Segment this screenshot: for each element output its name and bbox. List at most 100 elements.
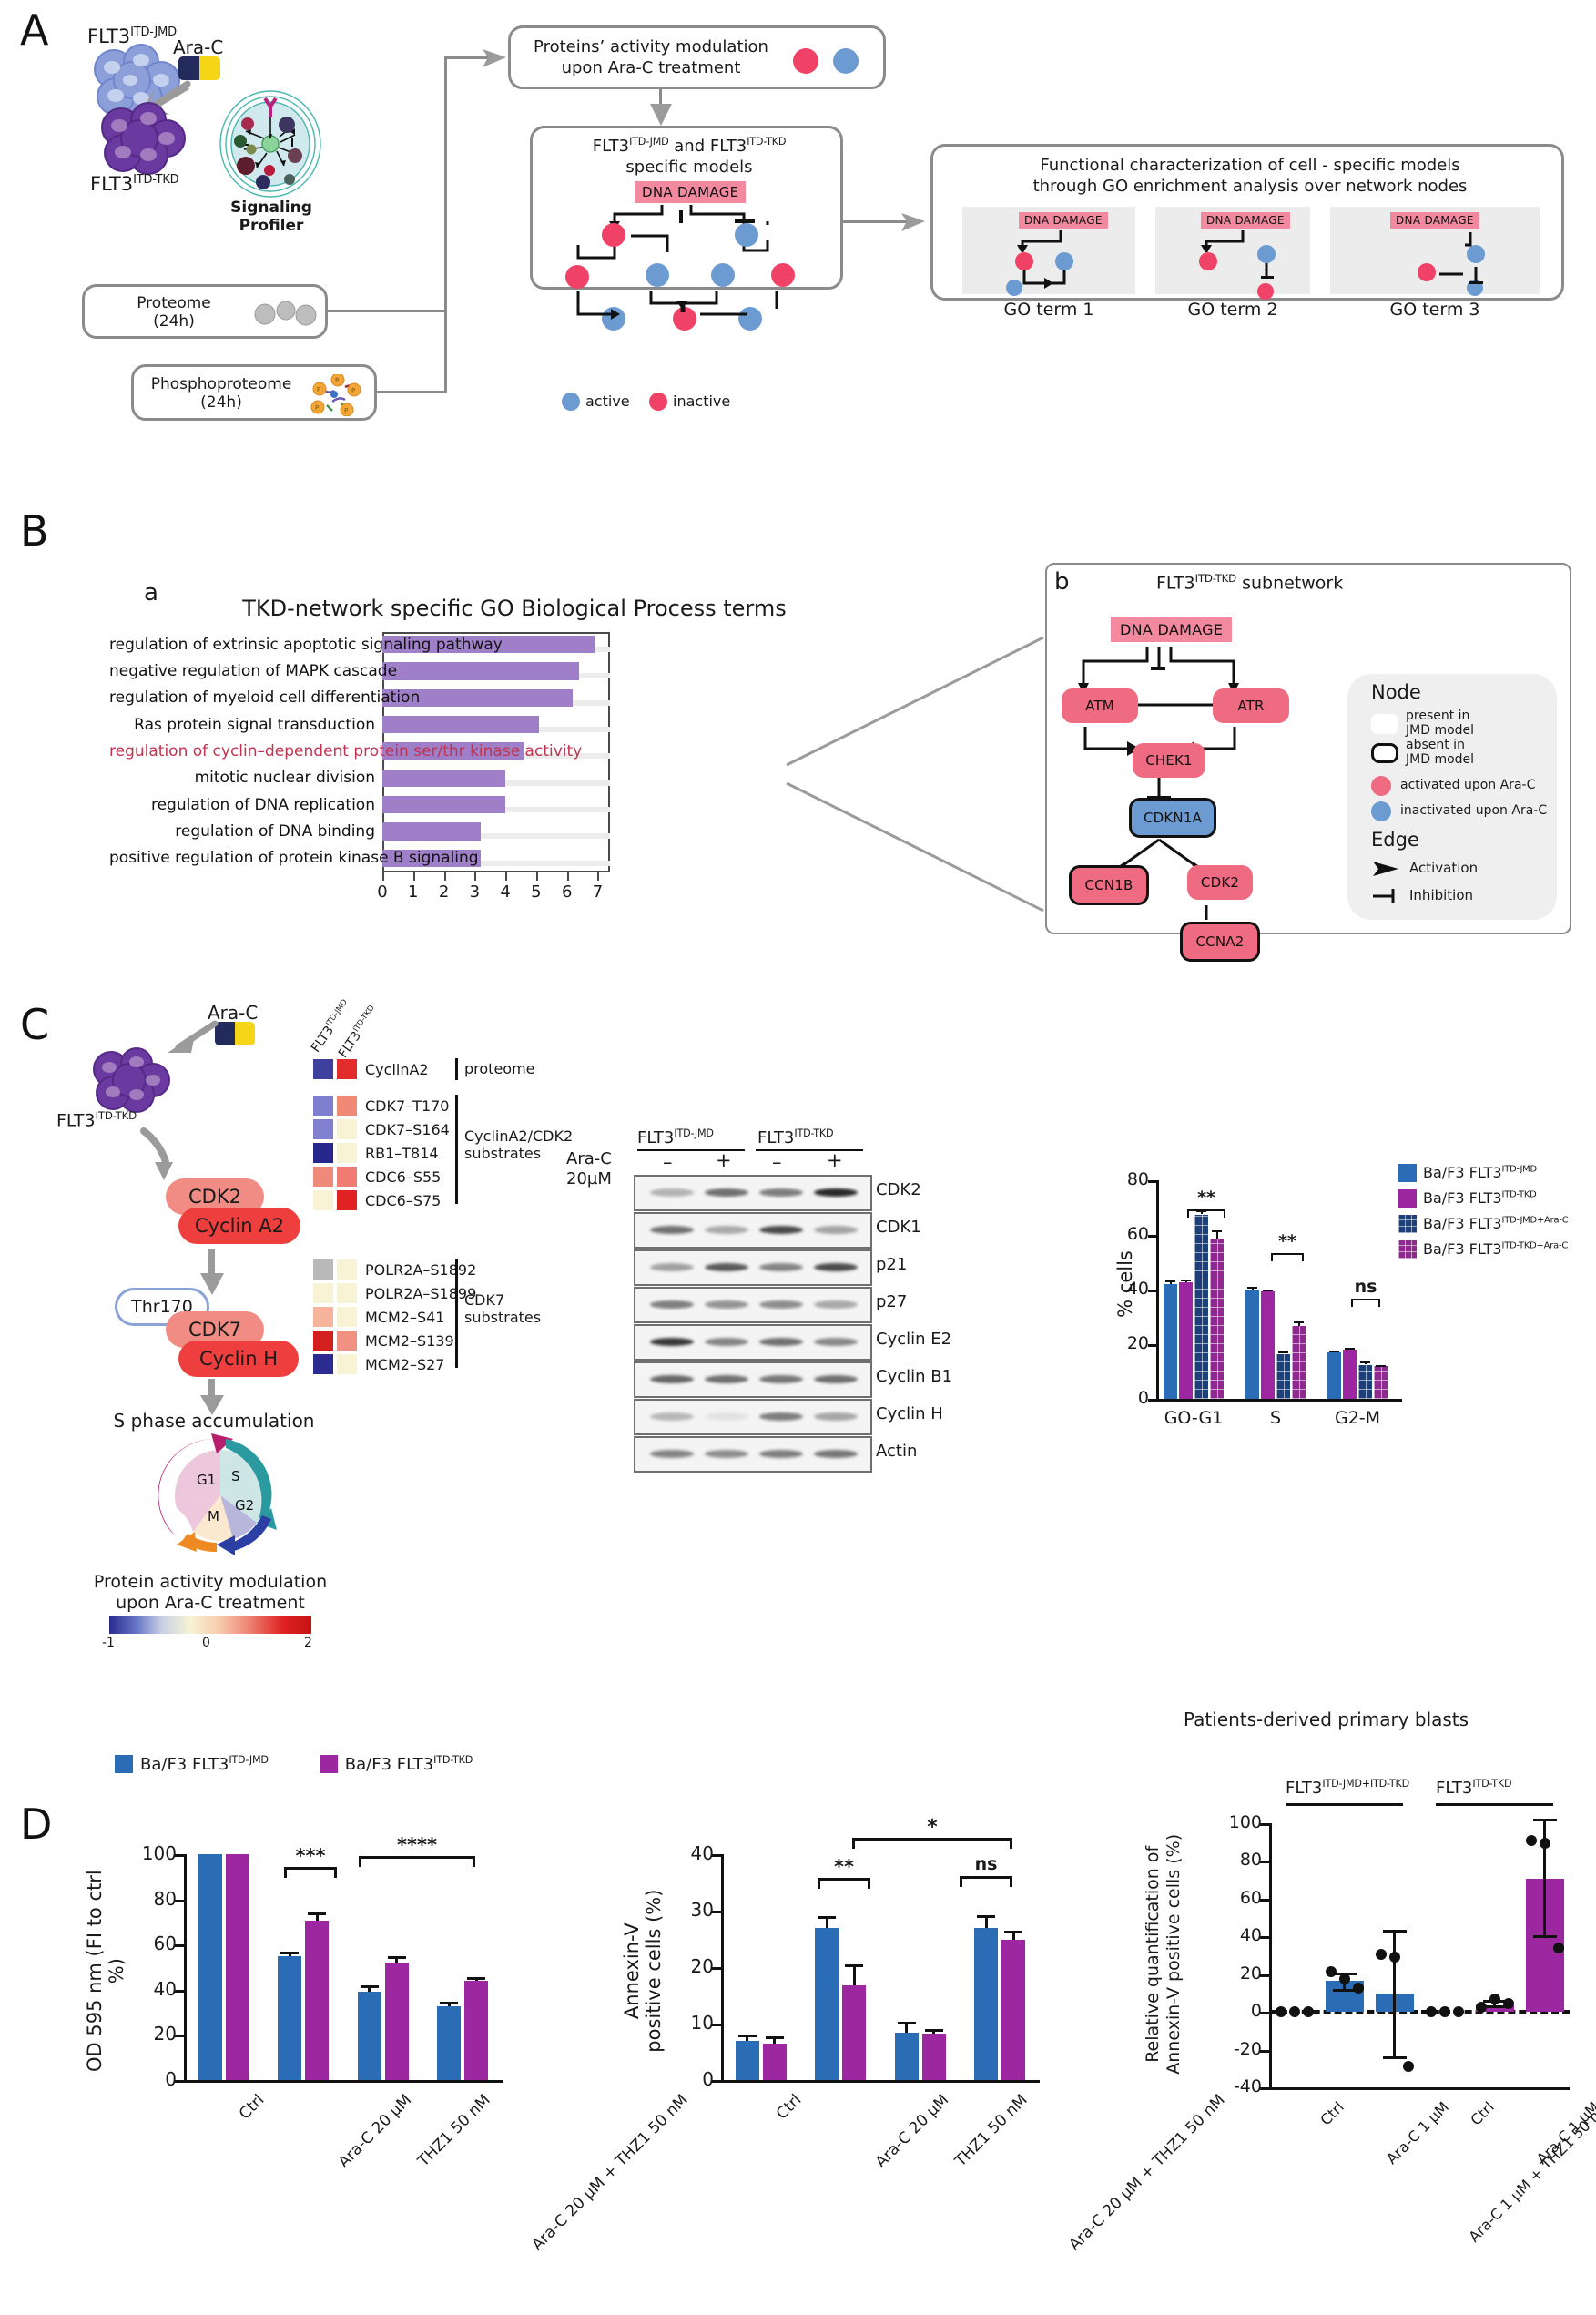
go-axis-tick-label: 5 [531, 882, 542, 902]
node-thr170-c[interactable]: Thr170 [115, 1288, 209, 1326]
blasts-y-tick [1260, 1936, 1269, 1940]
mtt-chart-y-tick [175, 1899, 184, 1902]
cellcycle-y-tick [1148, 1235, 1156, 1238]
mtt-chart-significance-tick [359, 1856, 361, 1867]
blot-group-underline-tkd [756, 1149, 863, 1151]
go1-edges-bottom [1022, 270, 1066, 289]
heatmap-row: POLR2A–S1899 [313, 1282, 476, 1304]
annexin-chart-y-tick [712, 1967, 721, 1970]
cellcycle-bar [1374, 1366, 1388, 1399]
dna-damage-badge-1: DNA DAMAGE [1019, 212, 1108, 229]
cellcycle-errorcap [1329, 1350, 1339, 1352]
heatmap-cell-jmd [313, 1096, 333, 1116]
go-axis-tick [382, 872, 384, 881]
annexin-chart-errorbar [984, 1914, 988, 1928]
blot-band [705, 1188, 748, 1197]
heatmap-cell-jmd [313, 1283, 333, 1303]
flt3-tkd-base: FLT3 [90, 173, 134, 195]
go-bar [382, 822, 482, 841]
panel-d-legend-item: Ba/F3 FLT3ITD-JMD [115, 1754, 269, 1774]
subnet-node-atr[interactable]: ATR [1213, 688, 1289, 723]
models-line1: FLT3ITD-JMD and FLT3ITD-TKD [592, 136, 787, 156]
cellcycle-legend-label: Ba/F3 FLT3ITD-TKD [1423, 1189, 1537, 1207]
cellcycle-errorcap [1165, 1280, 1175, 1283]
blasts-y-axis-title: Relative quantification of Annexin-V posi… [1143, 1833, 1184, 2075]
cellcycle-legend-swatch [1398, 1189, 1417, 1208]
node-cyclina2-c[interactable]: Cyclin A2 [178, 1208, 300, 1244]
legend-inactivated-label: inactivated upon Ara-C [1400, 803, 1548, 818]
blot-lane-box [634, 1361, 872, 1398]
arrow-down-cdk2-icon [140, 1127, 173, 1180]
blasts-y-tick-label: 100 [1228, 1812, 1262, 1832]
go-category-label: Ras protein signal transduction [134, 715, 375, 734]
go-bar-chart: regulation of extrinsic apoptotic signal… [109, 632, 610, 914]
blasts-group-header: FLT3ITD-TKD [1436, 1778, 1512, 1798]
go-bar [382, 636, 595, 654]
legend-activation-label: Activation [1409, 860, 1479, 876]
subnet-node-ccn1b[interactable]: CCN1B [1069, 865, 1149, 905]
blot-row: Cyclin E2 [634, 1324, 951, 1361]
legend-active-dot-blue-icon [833, 48, 859, 74]
signaling-profiler-label: Signaling Profiler [230, 199, 312, 235]
panel-d-legend-label: Ba/F3 FLT3ITD-TKD [344, 1754, 473, 1774]
blasts-bar [1475, 2004, 1514, 2013]
subnet-node-cdk2[interactable]: CDK2 [1187, 865, 1253, 900]
blot-band [650, 1375, 694, 1383]
mtt-chart-bar [464, 1980, 489, 2080]
heatmap-cell-jmd [313, 1307, 333, 1327]
tkd-cell-cluster-c-icon [93, 1047, 170, 1113]
phosphoproteome-title: Phosphoproteome [150, 375, 292, 393]
heatmap-cell-tkd [337, 1283, 357, 1303]
go-axis-tick [535, 872, 538, 881]
annexin-chart-y-axis-title: Annexin-V positive cells (%) [620, 1889, 665, 2053]
cellcycle-legend-label: Ba/F3 FLT3ITD-JMD [1423, 1164, 1537, 1181]
cellcycle-errorcap [1345, 1347, 1355, 1350]
subnet-node-atm[interactable]: ATM [1062, 688, 1138, 723]
subnet-node-chek1[interactable]: CHEK1 [1133, 743, 1205, 778]
mtt-chart-y-tick [175, 2035, 184, 2038]
go-bar [382, 688, 574, 707]
cellcycle-bar [1343, 1350, 1357, 1399]
go-bar [382, 716, 540, 734]
blasts-x-label: Ara-C 1 µM [1382, 2098, 1452, 2168]
cellcycle-errorcap [1247, 1287, 1257, 1289]
annexin-bar-chart: 0 10 20 30 40 Ctrl Ara-C 20 µM THZ1 50 nM Ara-C … [621, 1812, 1229, 2254]
subnet-node-cdkn1a[interactable]: CDKN1A [1129, 798, 1216, 838]
heatmap-row: MCM2–S139 [313, 1330, 476, 1351]
model-node-blue-2 [646, 263, 669, 287]
blot-band [759, 1263, 803, 1271]
panel-d-legend-label: Ba/F3 FLT3ITD-JMD [140, 1754, 269, 1774]
models-box: FLT3ITD-JMD and FLT3ITD-TKD specific mod… [530, 126, 843, 411]
annexin-chart-significance-bracket [960, 1876, 1012, 1879]
subnet-node-ccna2[interactable]: CCNA2 [1180, 922, 1260, 962]
annexin-chart-errorbar [825, 1916, 828, 1928]
heat-group3-label: CDK7 substrates [464, 1291, 542, 1327]
blot-band [759, 1412, 803, 1421]
go3-node-blue-1 [1467, 245, 1485, 263]
cellcycle-legend-swatch [1398, 1240, 1417, 1259]
go-bar [382, 742, 524, 760]
cellcycle-errorbar [1297, 1321, 1300, 1326]
blot-lane-box [634, 1175, 872, 1211]
annexin-chart-bar [974, 1927, 999, 2080]
blasts-y-tick [1260, 2049, 1269, 2053]
panel-b-sub-a: a [144, 579, 158, 607]
treatment-arrow-c-icon [168, 1020, 219, 1053]
connector-phospho [377, 391, 446, 393]
node-cyclinh-c[interactable]: Cyclin H [178, 1341, 299, 1377]
blot-lane-sign-2: + [716, 1149, 732, 1171]
heatmap-row: RB1–T814 [313, 1142, 450, 1164]
connector-to-modbox [444, 56, 488, 59]
cellcycle-significance-bracket [1187, 1209, 1225, 1211]
heatmap-cell-jmd [313, 1354, 333, 1374]
mtt-chart-y-axis-title: OD 595 nm (FI to ctrl %) [83, 1870, 127, 2073]
blot-band [814, 1300, 858, 1309]
heatmap-cell-jmd [313, 1143, 333, 1163]
panel-d-letter: D [20, 1800, 53, 1849]
blasts-y-tick-label: 0 [1250, 2001, 1262, 2022]
dna-damage-badge-subnet: DNA DAMAGE [1111, 617, 1233, 642]
mtt-chart-errorcap [308, 1912, 327, 1916]
annexin-chart-significance-tick [960, 1876, 962, 1887]
annexin-chart-errorcap [737, 2035, 757, 2038]
annexin-chart-x-axis [721, 2080, 1040, 2083]
